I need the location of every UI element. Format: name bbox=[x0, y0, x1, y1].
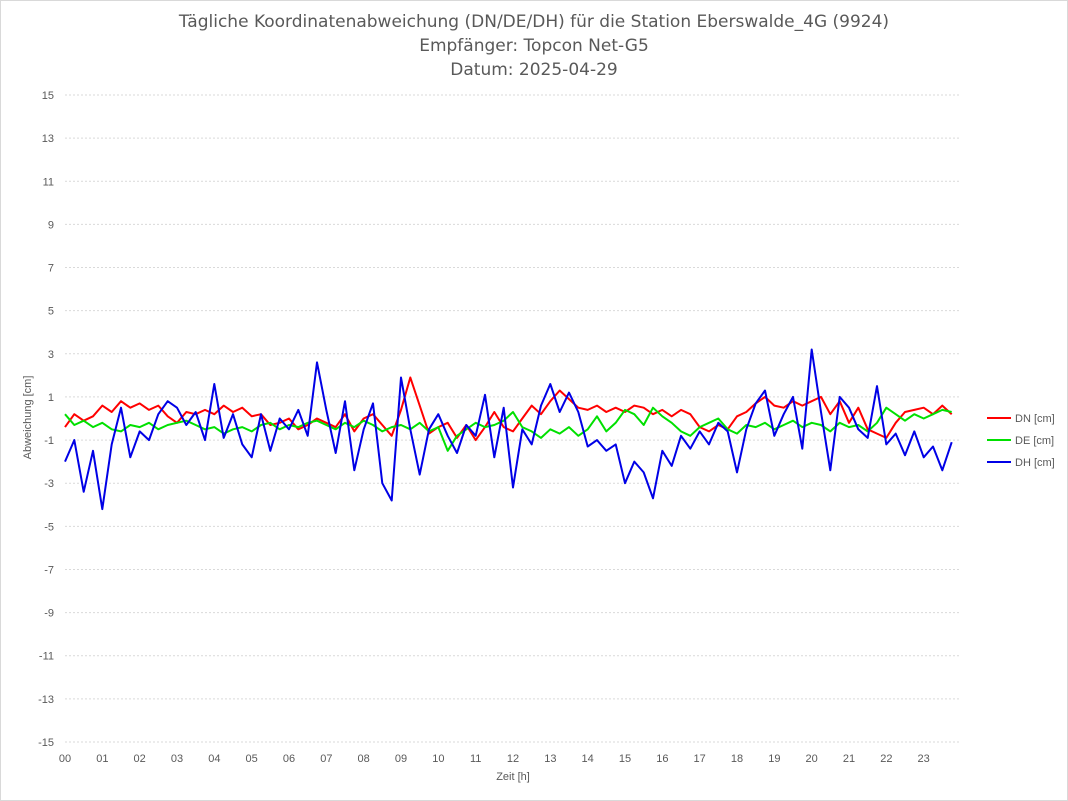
y-tick-label: -3 bbox=[44, 478, 54, 490]
legend-item: DE [cm] bbox=[987, 435, 1054, 447]
y-tick-label: 7 bbox=[48, 263, 54, 275]
x-tick-label: 13 bbox=[544, 753, 556, 765]
y-tick-label: 11 bbox=[43, 176, 54, 188]
x-tick-label: 23 bbox=[918, 753, 930, 765]
x-tick-label: 10 bbox=[432, 753, 444, 765]
y-tick-label: -5 bbox=[44, 521, 54, 533]
y-tick-label: 13 bbox=[42, 133, 54, 145]
x-tick-label: 03 bbox=[171, 753, 183, 765]
y-tick-label: 9 bbox=[48, 219, 54, 231]
grid-lines bbox=[65, 94, 961, 743]
x-tick-label: 09 bbox=[395, 753, 407, 765]
x-tick-label: 20 bbox=[806, 753, 818, 765]
x-tick-label: 06 bbox=[283, 753, 295, 765]
x-tick-label: 16 bbox=[656, 753, 668, 765]
y-tick-label: 5 bbox=[48, 306, 54, 318]
legend-label: DE [cm] bbox=[1015, 435, 1054, 447]
y-tick-label: -9 bbox=[44, 608, 54, 620]
x-tick-label: 08 bbox=[358, 753, 370, 765]
x-tick-label: 00 bbox=[59, 753, 71, 765]
chart-title-line-1: Tägliche Koordinatenabweichung (DN/DE/DH… bbox=[178, 12, 890, 32]
legend: DN [cm] DE [cm] DH [cm] bbox=[987, 413, 1055, 469]
x-axis-title: Zeit [h] bbox=[496, 771, 530, 783]
y-tick-labels: 15 13 11 9 7 5 3 1 -1 -3 -5 -7 -9 -11 -13 -15 bbox=[38, 90, 54, 749]
x-tick-label: 14 bbox=[582, 753, 594, 765]
y-tick-label: 15 bbox=[42, 90, 54, 102]
y-tick-label: -11 bbox=[39, 651, 54, 663]
legend-item: DN [cm] bbox=[987, 413, 1055, 425]
x-tick-label: 01 bbox=[96, 753, 108, 765]
series-line bbox=[64, 376, 953, 442]
x-tick-label: 12 bbox=[507, 753, 519, 765]
series-line bbox=[64, 348, 953, 511]
chart-title-line-3: Datum: 2025-04-29 bbox=[450, 60, 618, 80]
y-axis-title: Abweichung [cm] bbox=[22, 376, 34, 460]
x-tick-label: 21 bbox=[843, 753, 855, 765]
x-tick-label: 18 bbox=[731, 753, 743, 765]
x-tick-label: 15 bbox=[619, 753, 631, 765]
y-tick-label: -13 bbox=[38, 694, 54, 706]
legend-label: DN [cm] bbox=[1015, 413, 1055, 425]
x-tick-labels: 00 01 02 03 04 05 06 07 08 09 10 11 12 13 14 15 16 17 18 19… bbox=[59, 753, 930, 765]
legend-label: DH [cm] bbox=[1015, 457, 1055, 469]
x-tick-label: 05 bbox=[246, 753, 258, 765]
x-tick-label: 11 bbox=[470, 753, 481, 765]
y-tick-label: 1 bbox=[48, 392, 54, 404]
y-tick-label: 3 bbox=[48, 349, 54, 361]
x-tick-label: 02 bbox=[134, 753, 146, 765]
y-tick-label: -1 bbox=[44, 435, 54, 447]
x-tick-label: 22 bbox=[880, 753, 892, 765]
legend-item: DH [cm] bbox=[987, 457, 1055, 469]
y-tick-label: -15 bbox=[38, 737, 54, 749]
series-lines bbox=[64, 348, 953, 511]
y-tick-label: -7 bbox=[44, 564, 54, 576]
x-tick-label: 04 bbox=[208, 753, 220, 765]
x-tick-label: 17 bbox=[694, 753, 706, 765]
x-tick-label: 19 bbox=[768, 753, 780, 765]
chart-title-line-2: Empfänger: Topcon Net-G5 bbox=[419, 36, 649, 56]
x-tick-label: 07 bbox=[320, 753, 332, 765]
